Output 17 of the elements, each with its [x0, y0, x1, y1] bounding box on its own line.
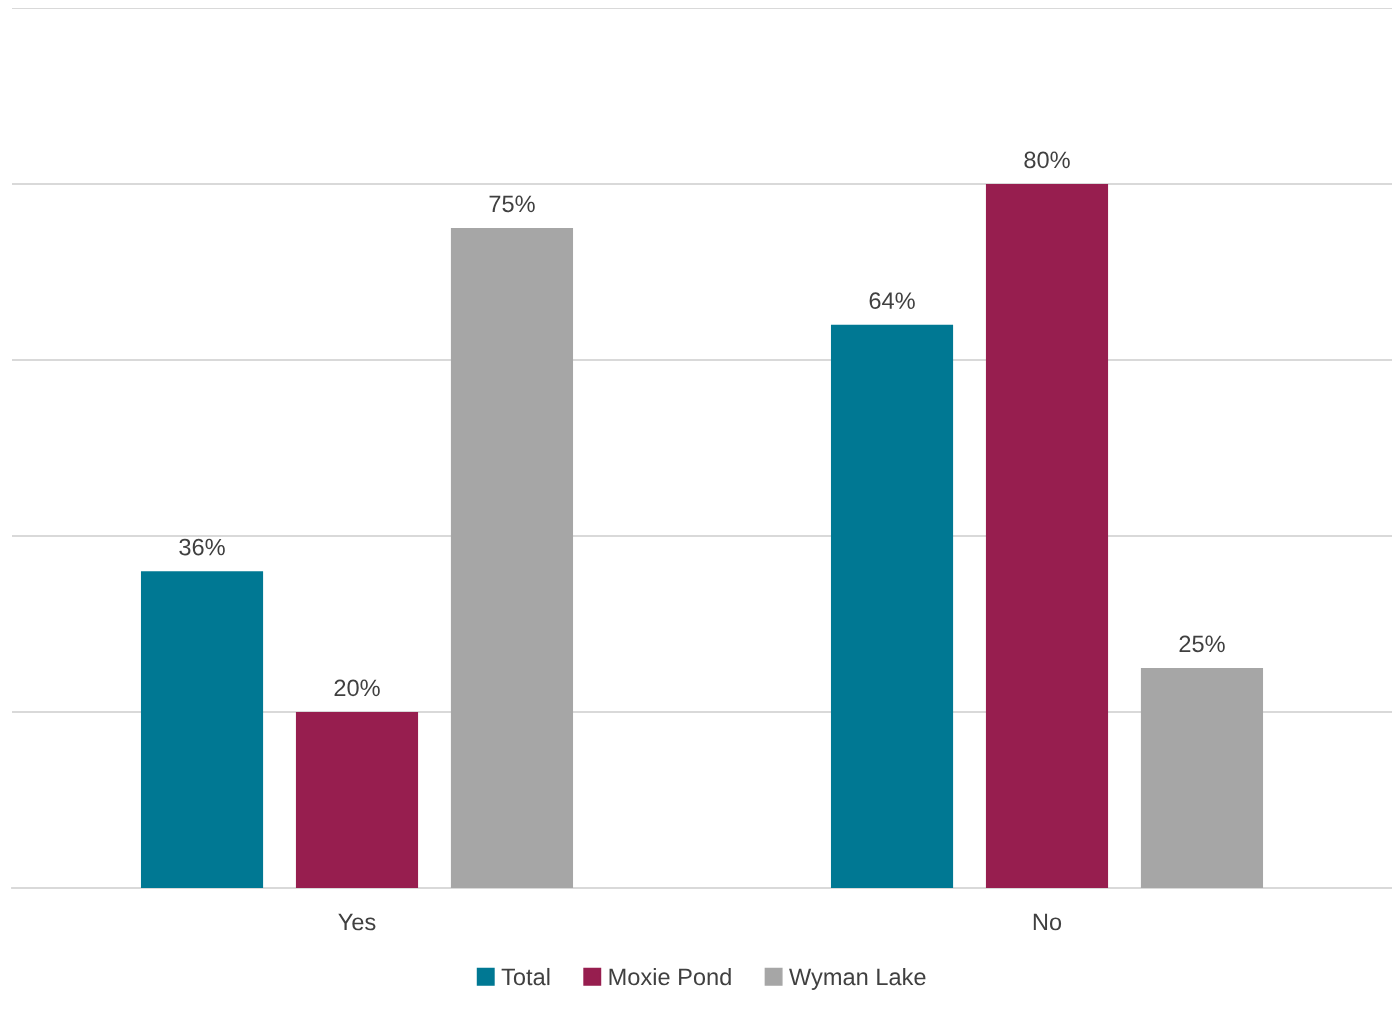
data-label: 75% — [489, 195, 535, 213]
bar — [985, 184, 1109, 888]
x-tick-label: No — [1033, 913, 1062, 931]
data-label: 36% — [179, 538, 225, 556]
bar — [450, 228, 574, 888]
bar — [1140, 668, 1264, 888]
x-tick-label: Yes — [338, 913, 376, 931]
legend-label: Moxie Pond — [609, 967, 731, 986]
data-label: 20% — [334, 679, 380, 697]
bar — [140, 571, 264, 888]
data-label: 64% — [869, 292, 915, 310]
data-label: 25% — [1179, 635, 1225, 653]
data-label: 80% — [1024, 151, 1070, 169]
bar — [830, 324, 954, 888]
legend-label: Total — [501, 967, 550, 986]
bar — [295, 712, 419, 888]
legend-label: Wyman Lake — [789, 967, 926, 990]
